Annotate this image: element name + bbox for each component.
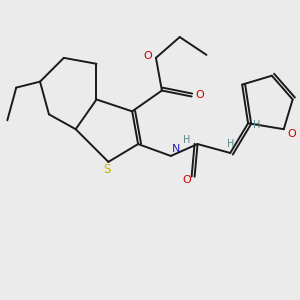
Text: O: O [143, 51, 152, 62]
Text: O: O [288, 129, 296, 139]
Text: S: S [103, 163, 111, 176]
Text: N: N [172, 144, 180, 154]
Text: H: H [226, 139, 234, 149]
Text: O: O [196, 90, 204, 100]
Text: O: O [183, 175, 191, 185]
Text: H: H [253, 120, 261, 130]
Text: H: H [183, 136, 190, 146]
